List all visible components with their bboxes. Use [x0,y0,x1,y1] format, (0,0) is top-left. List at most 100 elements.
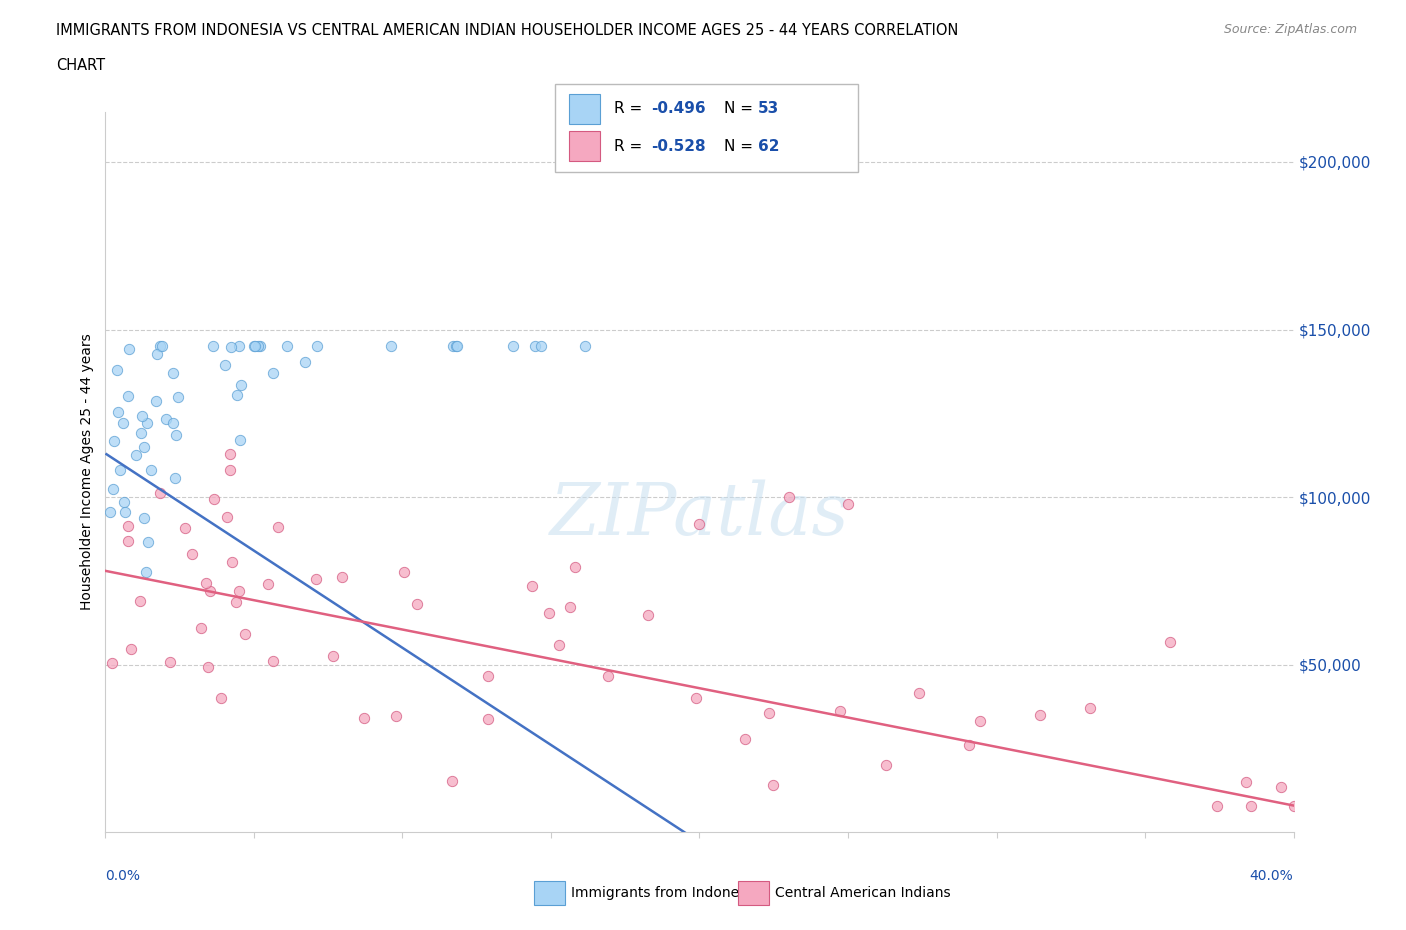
Point [120,642,142,657]
Point [598,669,620,684]
Point [276,339,298,353]
Text: Immigrants from Indonesia: Immigrants from Indonesia [571,885,759,900]
Point [353,711,375,726]
Point [758,706,780,721]
Text: 40.0%: 40.0% [1250,869,1294,883]
Text: -0.528: -0.528 [651,139,706,153]
Point [101,482,124,497]
Point [1240,798,1263,813]
Point [174,520,197,535]
Point [440,773,463,788]
Point [262,654,284,669]
Point [762,777,785,792]
Point [734,731,756,746]
Point [257,577,280,591]
Point [305,571,328,586]
Point [1078,700,1101,715]
Point [131,408,153,423]
Point [477,669,499,684]
Point [134,439,156,454]
Text: -0.496: -0.496 [651,101,706,116]
Point [132,511,155,525]
Point [198,584,221,599]
Text: CHART: CHART [56,58,105,73]
Point [148,485,170,500]
Point [406,597,429,612]
Point [262,365,284,380]
Point [524,339,547,353]
Point [202,491,225,506]
Point [689,516,711,531]
Point [574,339,596,353]
Point [229,432,252,447]
Point [778,490,800,505]
Y-axis label: Householder Income Ages 25 - 44 years: Householder Income Ages 25 - 44 years [80,334,94,610]
Point [1029,708,1052,723]
Point [1159,634,1181,649]
Point [190,620,212,635]
Point [221,555,243,570]
Point [685,691,707,706]
Point [167,390,190,405]
Point [332,569,354,584]
Point [242,339,264,353]
Point [155,412,177,427]
Point [129,425,152,440]
Point [195,576,218,591]
Point [112,416,135,431]
Point [149,339,172,353]
Point [202,339,225,353]
Point [129,593,152,608]
Point [267,520,290,535]
Point [112,495,135,510]
Point [117,389,139,404]
Point [180,547,202,562]
Point [444,339,467,353]
Point [219,446,242,461]
Point [502,339,524,353]
Point [114,504,136,519]
Point [101,656,124,671]
Text: R =: R = [614,139,648,153]
Text: Central American Indians: Central American Indians [775,885,950,900]
Point [162,416,184,431]
Point [219,339,242,354]
Text: R =: R = [614,101,648,116]
Point [145,394,167,409]
Text: Source: ZipAtlas.com: Source: ZipAtlas.com [1223,23,1357,36]
Point [1206,798,1229,813]
Point [150,339,173,353]
Point [446,339,468,353]
Text: IMMIGRANTS FROM INDONESIA VS CENTRAL AMERICAN INDIAN HOUSEHOLDER INCOME AGES 25 : IMMIGRANTS FROM INDONESIA VS CENTRAL AME… [56,23,959,38]
Point [392,565,415,580]
Point [1282,798,1305,813]
Point [637,607,659,622]
Point [477,711,499,726]
Point [380,339,402,353]
Text: 62: 62 [758,139,779,153]
Point [107,405,129,419]
Point [162,365,184,380]
Point [117,518,139,533]
Point [98,505,121,520]
Point [229,378,252,392]
Point [228,339,250,353]
Point [875,758,897,773]
Point [907,685,929,700]
Point [243,339,266,353]
Point [1234,775,1257,790]
Point [124,447,146,462]
Point [209,690,232,705]
Point [305,339,328,353]
Point [321,648,343,663]
Point [969,713,991,728]
Point [105,363,128,378]
Point [159,655,181,670]
Text: 0.0%: 0.0% [105,869,141,883]
Point [135,565,157,579]
Point [215,510,238,525]
Point [957,737,980,752]
Point [1270,779,1292,794]
Point [294,355,316,370]
Text: N =: N = [724,101,758,116]
